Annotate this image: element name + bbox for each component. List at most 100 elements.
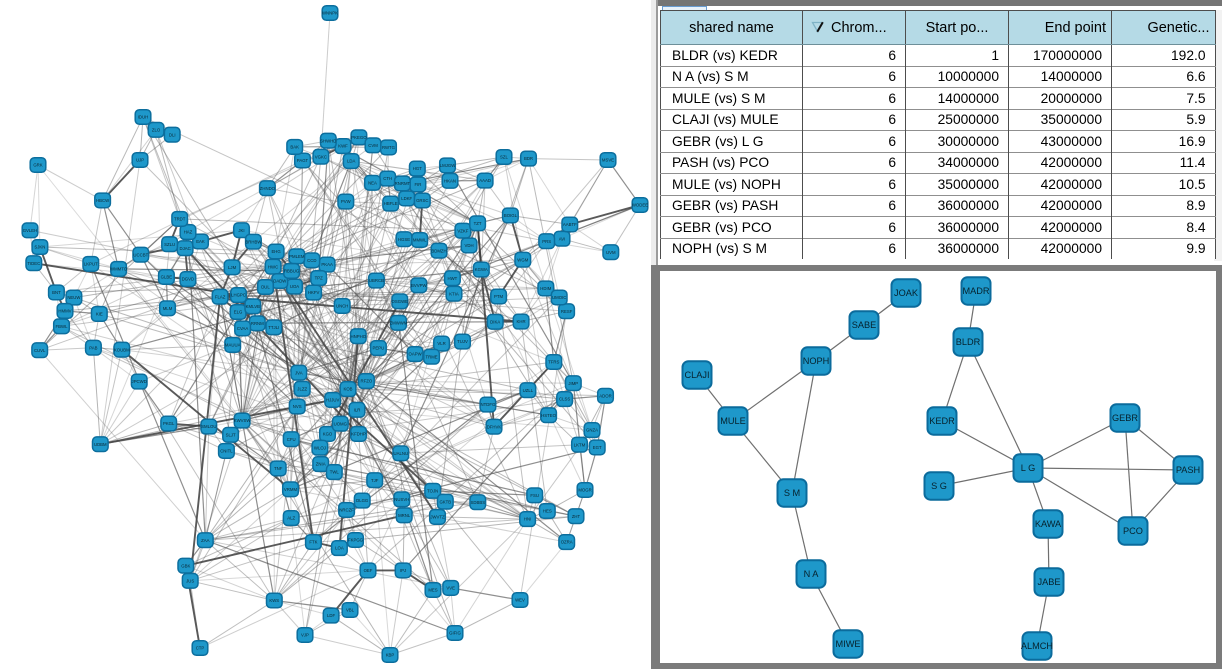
svg-text:CVAA: CVAA <box>237 326 249 331</box>
svg-text:FKPGG: FKPGG <box>348 538 364 543</box>
svg-text:GEBR: GEBR <box>1112 413 1138 423</box>
svg-text:SZLU: SZLU <box>164 242 175 247</box>
svg-text:WLOJ: WLOJ <box>314 445 326 450</box>
svg-text:RWTG: RWTG <box>382 145 396 150</box>
svg-text:WMMTO: WMMTO <box>110 267 128 272</box>
svg-text:PEPU: PEPU <box>373 346 385 351</box>
svg-text:JUS: JUS <box>186 578 194 583</box>
svg-text:VLR: VLR <box>437 341 445 346</box>
svg-text:WEV: WEV <box>515 598 525 603</box>
svg-text:S M: S M <box>784 488 800 498</box>
svg-text:RESF: RESF <box>561 309 573 314</box>
svg-text:BRHBW: BRHBW <box>245 239 262 244</box>
svg-text:RNRMT: RNRMT <box>395 181 411 186</box>
svg-text:CNITL: CNITL <box>220 449 233 454</box>
svg-text:DLGG: DLGG <box>356 498 369 503</box>
svg-text:BDMZH: BDMZH <box>431 248 446 253</box>
svg-text:MADR: MADR <box>962 286 989 296</box>
svg-text:HAZ: HAZ <box>184 230 193 235</box>
svg-text:TNF: TNF <box>274 466 283 471</box>
svg-text:OSGWE: OSGWE <box>392 299 409 304</box>
svg-text:HNI: HNI <box>524 517 531 522</box>
svg-text:MAUUA: MAUUA <box>225 343 241 348</box>
svg-text:CTP: CTP <box>196 646 205 651</box>
svg-text:JWVTZ: JWVTZ <box>430 515 445 520</box>
svg-text:MSVE: MSVE <box>602 158 614 163</box>
svg-text:SDBBS: SDBBS <box>471 500 486 505</box>
svg-text:HBCW: HBCW <box>96 198 110 203</box>
svg-text:VVE: VVE <box>446 586 455 591</box>
svg-text:HBFLE: HBFLE <box>384 201 398 206</box>
svg-text:UJP: UJP <box>136 158 144 163</box>
svg-text:KHR: KHR <box>517 319 526 324</box>
svg-text:KTIA: KTIA <box>449 291 459 296</box>
svg-text:NTDFG: NTDFG <box>480 402 495 407</box>
svg-text:UVM: UVM <box>606 250 616 255</box>
svg-text:NEUW: NEUW <box>67 295 81 300</box>
svg-text:MLM: MLM <box>163 306 173 311</box>
svg-text:KWF: KWF <box>338 144 348 149</box>
svg-text:VRMM: VRMM <box>284 487 298 492</box>
svg-text:JIMP: JIMP <box>568 381 578 386</box>
svg-text:ALMCH: ALMCH <box>1021 641 1053 651</box>
svg-text:GRSC: GRSC <box>416 198 428 203</box>
svg-text:RFZO: RFZO <box>361 379 373 384</box>
svg-text:TPZ: TPZ <box>315 276 323 281</box>
svg-text:SMLOU: SMLOU <box>201 424 216 429</box>
svg-text:LMJGW: LMJGW <box>440 163 456 168</box>
svg-text:MES: MES <box>428 588 437 593</box>
svg-text:PKAA: PKAA <box>321 262 333 267</box>
svg-text:CFU: CFU <box>287 437 296 442</box>
svg-text:KOB: KOB <box>343 387 352 392</box>
svg-text:VGKC: VGKC <box>315 154 327 159</box>
svg-text:GRK: GRK <box>33 163 42 168</box>
svg-text:CUVL: CUVL <box>34 348 46 353</box>
svg-text:LJM: LJM <box>228 265 237 270</box>
svg-text:OEF: OEF <box>364 568 373 573</box>
svg-text:AAAD: AAAD <box>479 178 491 183</box>
svg-text:BNT: BNT <box>52 290 61 295</box>
svg-text:LOA: LOA <box>335 546 344 551</box>
svg-text:SHWHD: SHWHD <box>320 138 336 143</box>
svg-text:DFHVK: DFHVK <box>487 424 502 429</box>
svg-text:S G: S G <box>931 481 947 491</box>
svg-text:TTJLI: TTJLI <box>268 325 279 330</box>
svg-text:ADOR: ADOR <box>599 393 611 398</box>
svg-text:HNPHO: HNPHO <box>351 334 367 339</box>
svg-text:DJAC: DJAC <box>179 246 190 251</box>
svg-text:HGT: HGT <box>413 166 422 171</box>
svg-text:OAPW: OAPW <box>409 352 423 357</box>
svg-text:UCCBT: UCCBT <box>133 252 148 257</box>
svg-text:CCD: CCD <box>307 258 316 263</box>
svg-text:PASH: PASH <box>1176 465 1200 475</box>
svg-text:DADW: DADW <box>273 279 287 284</box>
svg-text:ZHT: ZHT <box>572 514 581 519</box>
svg-text:NVS: NVS <box>293 404 302 409</box>
svg-text:HJJUV: HJJUV <box>326 398 340 403</box>
svg-text:GVLEH: GVLEH <box>23 228 38 233</box>
svg-text:KFDHP: KFDHP <box>351 432 366 437</box>
svg-text:FBWL: FBWL <box>56 324 69 329</box>
svg-text:HKAN: HKAN <box>444 178 456 183</box>
svg-text:DLI: DLI <box>169 132 176 137</box>
svg-text:HGSE: HGSE <box>398 237 410 242</box>
svg-text:WNNPK: WNNPK <box>322 11 338 16</box>
svg-text:KGWA: KGWA <box>475 267 488 272</box>
svg-text:ZLO: ZLO <box>152 127 161 132</box>
svg-text:DGVD: DGVD <box>182 277 194 282</box>
svg-text:HDIM: HDIM <box>540 286 551 291</box>
svg-text:GKTB: GKTB <box>439 499 451 504</box>
svg-text:JVA: JVA <box>295 370 303 375</box>
svg-text:LHGPC: LHGPC <box>231 293 246 298</box>
svg-text:TIDEC: TIDEC <box>27 261 40 266</box>
svg-text:ZMWWM: ZMWWM <box>390 320 408 325</box>
svg-text:GLBE: GLBE <box>161 275 173 280</box>
svg-text:EHG: EHG <box>271 249 281 254</box>
svg-text:WGM: WGM <box>517 257 528 262</box>
svg-text:TWL: TWL <box>330 470 340 475</box>
svg-text:IDUH: IDUH <box>138 115 149 120</box>
svg-text:TOJN: TOJN <box>427 488 438 493</box>
svg-text:N A: N A <box>804 569 820 579</box>
svg-text:TRDT: TRDT <box>174 217 186 222</box>
svg-text:FLAZ: FLAZ <box>215 294 226 299</box>
